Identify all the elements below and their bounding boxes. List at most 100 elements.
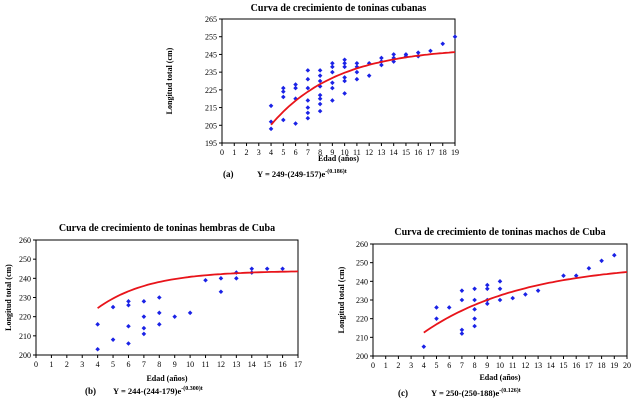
data-point: [415, 50, 421, 55]
data-point: [330, 60, 335, 66]
data-point: [293, 121, 298, 126]
data-point: [573, 273, 579, 279]
x-tick-label: 10: [341, 148, 349, 157]
x-tick-label: 2: [396, 361, 400, 370]
data-point: [586, 265, 592, 271]
y-tick-label: 195: [205, 139, 217, 148]
x-tick-label: 7: [306, 148, 310, 157]
equation-base: Y = 250-(250-188)e: [431, 388, 499, 398]
equation-exponent: -(0.300)t: [181, 385, 203, 392]
y-axis-label: Longitud total (cm): [4, 264, 13, 331]
data-point: [472, 297, 477, 303]
x-tick-label: 19: [610, 361, 618, 370]
data-point: [141, 314, 147, 319]
data-point: [317, 78, 323, 84]
x-tick-label: 11: [202, 360, 210, 369]
x-tick-label: 16: [572, 361, 580, 370]
x-tick-label: 1: [49, 360, 53, 369]
x-tick-label: 15: [560, 361, 568, 370]
data-point: [234, 276, 239, 281]
data-point: [95, 346, 100, 352]
chart-title: Curva de crecimiento de toninas cubanas: [251, 3, 427, 14]
data-point: [472, 316, 477, 321]
x-tick-label: 17: [426, 148, 434, 157]
data-point: [485, 282, 490, 288]
x-tick-label: 17: [294, 360, 302, 369]
data-point: [342, 60, 347, 66]
y-tick-label: 210: [19, 332, 31, 341]
y-tick-label: 265: [205, 15, 217, 24]
data-point: [305, 105, 311, 110]
x-tick-label: 9: [173, 360, 177, 369]
data-point: [428, 48, 433, 54]
growth-chart-males: Curva de crecimiento de toninas machos d…: [330, 222, 638, 401]
fit-equation: Y = 249-(249-157)e-(0.186)t: [257, 168, 347, 179]
data-point: [434, 305, 439, 310]
growth-chart-all: Curva de crecimiento de toninas cubanas 0…: [150, 0, 480, 180]
data-point: [452, 34, 458, 40]
x-tick-label: 13: [232, 360, 240, 369]
x-tick-label: 5: [111, 360, 115, 369]
data-point: [330, 69, 335, 75]
y-tick-label: 205: [205, 121, 217, 130]
y-tick-label: 200: [356, 352, 368, 361]
x-tick-label: 9: [330, 148, 334, 157]
x-tick-label: 19: [451, 148, 459, 157]
data-point: [305, 110, 311, 116]
data-point: [440, 41, 446, 47]
x-tick-label: 18: [598, 361, 606, 370]
data-point: [281, 117, 286, 123]
y-tick-label: 235: [205, 68, 217, 77]
data-point: [472, 323, 477, 329]
data-point: [293, 82, 298, 87]
y-tick-label: 260: [356, 240, 368, 249]
data-point: [599, 258, 604, 264]
x-tick-label: 13: [377, 148, 385, 157]
data-point: [172, 314, 178, 319]
data-point: [330, 80, 335, 86]
x-tick-label: 6: [126, 360, 130, 369]
data-point: [485, 286, 490, 292]
y-tick-label: 240: [356, 277, 368, 286]
x-tick-label: 7: [460, 361, 464, 370]
data-point: [472, 286, 477, 292]
data-point: [280, 266, 285, 272]
y-tick-label: 245: [205, 50, 217, 59]
x-tick-label: 2: [65, 360, 69, 369]
data-point: [497, 279, 503, 284]
x-tick-label: 0: [220, 148, 224, 157]
data-point: [354, 76, 360, 82]
equation-exponent: -(0.126)t: [499, 387, 521, 394]
data-point: [156, 295, 162, 300]
plot-frame: [35, 239, 299, 356]
caption-letter: (b): [85, 386, 96, 396]
x-tick-label: 12: [365, 148, 373, 157]
x-tick-label: 3: [409, 361, 413, 370]
growth-chart-females: Curva de crecimiento de toninas hembras …: [0, 218, 310, 401]
data-point: [330, 64, 335, 70]
data-point: [342, 57, 347, 63]
data-point: [342, 78, 347, 84]
data-point: [523, 292, 528, 297]
data-point: [268, 126, 274, 132]
x-tick-label: 18: [439, 148, 447, 157]
data-point: [141, 331, 147, 337]
x-tick-label: 6: [447, 361, 451, 370]
x-tick-label: 16: [279, 360, 287, 369]
data-point: [281, 85, 286, 91]
x-tick-label: 13: [534, 361, 542, 370]
chart-title: Curva de crecimiento de toninas machos d…: [394, 227, 605, 238]
data-point: [459, 331, 465, 336]
data-point: [218, 276, 224, 281]
data-point: [293, 85, 298, 91]
data-point: [403, 52, 409, 57]
data-point: [421, 344, 427, 349]
y-tick-label: 220: [356, 315, 368, 324]
x-tick-label: 2: [245, 148, 249, 157]
data-point: [305, 98, 311, 103]
data-point: [317, 84, 323, 89]
y-tick-label: 220: [19, 313, 31, 322]
x-tick-label: 6: [294, 148, 298, 157]
data-point: [317, 96, 323, 102]
data-point: [459, 288, 465, 293]
